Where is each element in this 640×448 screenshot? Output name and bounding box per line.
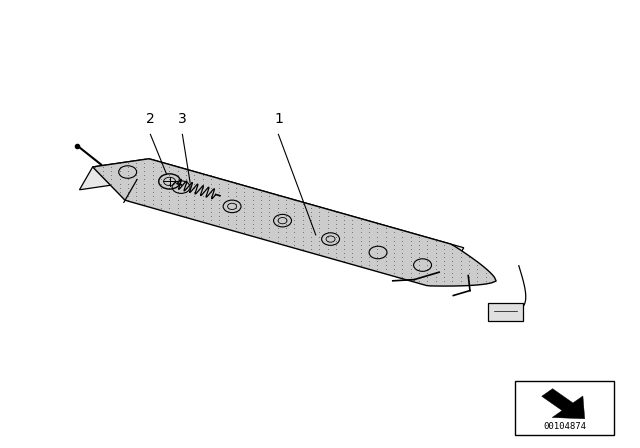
- FancyBboxPatch shape: [488, 303, 523, 322]
- Text: 2: 2: [146, 112, 155, 126]
- Text: 00104874: 00104874: [543, 422, 586, 431]
- Bar: [515, 381, 614, 435]
- Text: 3: 3: [178, 112, 187, 126]
- Polygon shape: [541, 389, 585, 419]
- Text: 1: 1: [274, 112, 283, 126]
- Polygon shape: [93, 159, 496, 286]
- Polygon shape: [79, 159, 464, 271]
